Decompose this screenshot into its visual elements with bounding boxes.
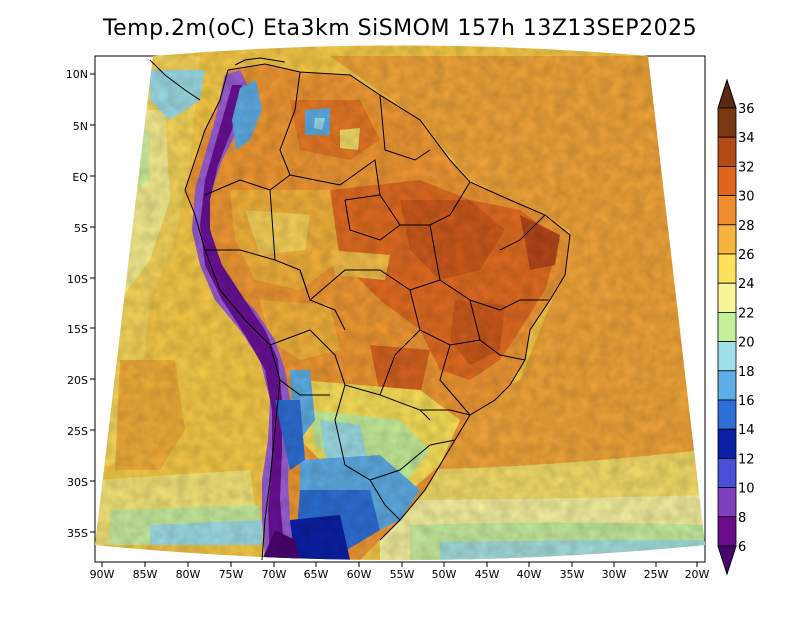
colorbar-tick-label: 30 [738, 190, 755, 205]
lon-label-50w: 50W [432, 568, 457, 581]
lon-label-85w: 85W [133, 568, 158, 581]
lon-label-30w: 30W [602, 568, 627, 581]
colorbar-segment [717, 516, 737, 547]
colorbar: 36 34 32 30 28 26 24 22 20 18 16 14 12 10 8 6 [717, 78, 755, 576]
colorbar-tick-label: 24 [738, 277, 755, 292]
colorbar-segment [717, 107, 737, 138]
colorbar-tick-label: 32 [738, 160, 755, 175]
latitude-ticks [90, 73, 95, 533]
latitude-labels: 10N 5N EQ 5S 10S 15S 20S 25S 30S 35S [66, 68, 89, 540]
lon-label-60w: 60W [347, 568, 372, 581]
lon-label-90w: 90W [90, 568, 115, 581]
colorbar-top-arrow [717, 78, 737, 109]
lon-label-70w: 70W [262, 568, 287, 581]
colorbar-segment [717, 195, 737, 226]
colorbar-tick-label: 16 [738, 394, 755, 409]
colorbar-segment [717, 341, 737, 372]
colorbar-tick-label: 34 [738, 131, 755, 146]
colorbar-bottom-arrow [717, 545, 737, 576]
lon-label-25w: 25W [644, 568, 669, 581]
lon-label-35w: 35W [560, 568, 585, 581]
colorbar-tick-label: 20 [738, 336, 755, 351]
lat-label-25s: 25S [67, 425, 88, 438]
colorbar-segment [717, 224, 737, 255]
longitude-ticks [101, 562, 698, 567]
colorbar-tick-label: 6 [738, 540, 746, 555]
colorbar-segment [717, 282, 737, 313]
colorbar-tick-label: 10 [738, 482, 755, 497]
lon-label-80w: 80W [176, 568, 201, 581]
lat-label-eq: EQ [72, 171, 88, 184]
lat-label-35s: 35S [67, 527, 88, 540]
lat-label-5n: 5N [73, 120, 88, 133]
temperature-field [95, 45, 705, 560]
lat-label-10s: 10S [67, 273, 88, 286]
colorbar-segment [717, 399, 737, 430]
colorbar-segment [717, 253, 737, 284]
colorbar-segment [717, 428, 737, 459]
colorbar-tick-label: 12 [738, 452, 755, 467]
lat-label-5s: 5S [74, 222, 88, 235]
country-borders [149, 57, 571, 561]
colorbar-tick-label: 14 [738, 423, 755, 438]
lon-label-65w: 65W [304, 568, 329, 581]
colorbar-tick-label: 18 [738, 365, 755, 380]
colorbar-segment [717, 165, 737, 196]
lon-label-40w: 40W [517, 568, 542, 581]
colorbar-tick-label: 8 [738, 511, 746, 526]
colorbar-segment [717, 370, 737, 401]
lat-label-30s: 30S [67, 476, 88, 489]
colorbar-tick-label: 22 [738, 306, 755, 321]
lat-label-20s: 20S [67, 374, 88, 387]
colorbar-tick-label: 36 [738, 102, 755, 117]
lon-label-55w: 55W [390, 568, 415, 581]
map-title: Temp.2m(oC) Eta3km SiSMOM 157h 13Z13SEP2… [102, 16, 698, 41]
colorbar-tick-label: 28 [738, 219, 755, 234]
longitude-labels: 90W 85W 80W 75W 70W 65W 60W 55W 50W 45W … [90, 568, 710, 581]
colorbar-segment [717, 457, 737, 488]
colorbar-segment [717, 136, 737, 167]
lat-label-10n: 10N [66, 68, 88, 81]
lon-label-45w: 45W [475, 568, 500, 581]
lat-label-15s: 15S [67, 323, 88, 336]
colorbar-segment [717, 487, 737, 518]
lon-label-20w: 20W [685, 568, 710, 581]
colorbar-tick-label: 26 [738, 248, 755, 263]
lon-label-75w: 75W [219, 568, 244, 581]
colorbar-segment [717, 311, 737, 342]
